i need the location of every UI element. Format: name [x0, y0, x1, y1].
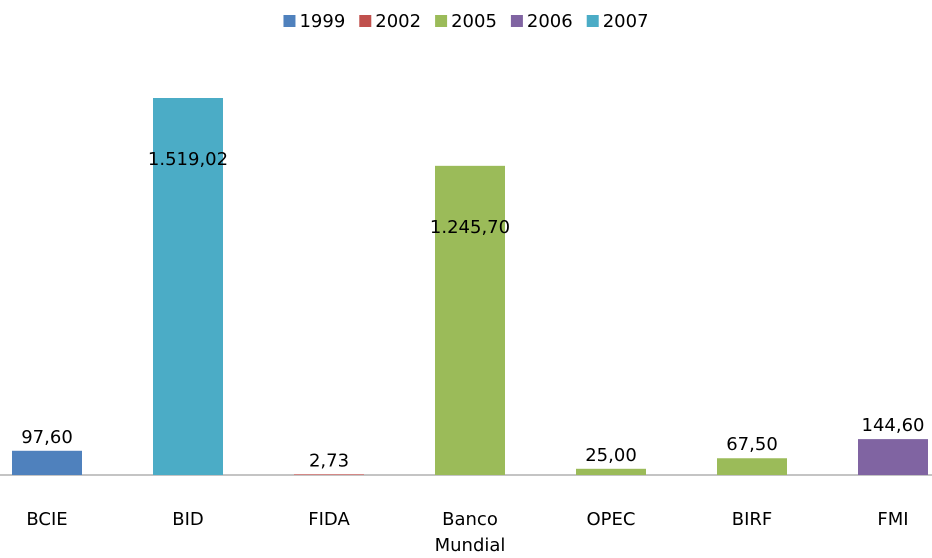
data-label: 25,00	[585, 445, 637, 466]
legend-swatch	[435, 15, 448, 27]
x-tick-label: FMI	[877, 509, 908, 530]
legend-label: 2005	[451, 11, 497, 32]
legend-label: 1999	[299, 11, 345, 32]
legend-label: 2006	[527, 11, 573, 32]
x-tick-label: OPEC	[587, 509, 636, 530]
legend-swatch	[283, 15, 296, 27]
legend-label: 2002	[375, 11, 421, 32]
x-tick-label: BIRF	[732, 509, 773, 530]
bar	[576, 468, 646, 475]
bar	[717, 458, 787, 475]
bar	[858, 439, 928, 475]
data-label: 1.519,02	[148, 149, 228, 170]
legend-swatch	[510, 15, 523, 27]
bar	[294, 474, 364, 475]
data-label: 97,60	[21, 427, 73, 448]
x-tick-label: BID	[172, 509, 204, 530]
data-label: 144,60	[862, 415, 925, 436]
x-tick-label: FIDA	[308, 509, 350, 530]
bar	[435, 165, 505, 475]
data-label: 2,73	[309, 450, 349, 471]
data-label: 1.245,70	[430, 217, 510, 238]
legend-swatch	[586, 15, 599, 27]
data-label: 67,50	[726, 434, 778, 455]
bar	[12, 450, 82, 475]
bar	[153, 98, 223, 475]
x-tick-label: BCIE	[26, 509, 67, 530]
legend-label: 2007	[603, 11, 649, 32]
x-tick-label: Banco Mundial	[435, 509, 506, 556]
legend-swatch	[359, 15, 372, 27]
